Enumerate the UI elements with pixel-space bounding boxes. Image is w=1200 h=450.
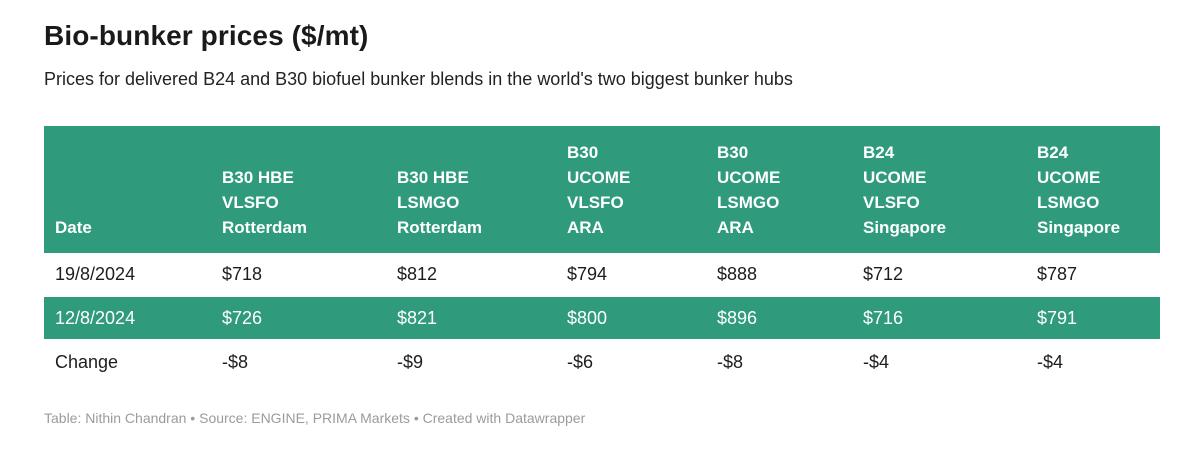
price-cell: $896 (706, 295, 852, 341)
table-row-change: Change -$8 -$9 -$6 -$8 -$4 -$4 (44, 340, 1160, 383)
change-cell: -$4 (1026, 340, 1160, 383)
table-row-19-8-2024: 19/8/2024 $718 $812 $794 $888 $712 $787 (44, 253, 1160, 296)
attribution-footnote: Table: Nithin Chandran • Source: ENGINE,… (44, 410, 586, 426)
row-label: 19/8/2024 (44, 253, 211, 296)
price-cell: $791 (1026, 295, 1160, 341)
price-cell: $812 (386, 253, 556, 296)
price-cell: $716 (852, 295, 1026, 341)
column-header-date: Date (44, 126, 211, 253)
change-cell: -$4 (852, 340, 1026, 383)
page-subtitle: Prices for delivered B24 and B30 biofuel… (44, 69, 793, 89)
price-cell: $794 (556, 253, 706, 296)
price-cell: $821 (386, 295, 556, 341)
column-header-b24-ucome-lsmgo-singapore: B24 UCOME LSMGO Singapore (1026, 126, 1160, 253)
column-header-b30-ucome-vlsfo-ara: B30 UCOME VLSFO ARA (556, 126, 706, 253)
row-label: Change (44, 340, 211, 383)
change-cell: -$8 (706, 340, 852, 383)
price-cell: $787 (1026, 253, 1160, 296)
column-header-b30-hbe-lsmgo-rotterdam: B30 HBE LSMGO Rotterdam (386, 126, 556, 253)
column-header-b30-hbe-vlsfo-rotterdam: B30 HBE VLSFO Rotterdam (211, 126, 386, 253)
change-cell: -$6 (556, 340, 706, 383)
change-cell: -$9 (386, 340, 556, 383)
price-cell: $800 (556, 295, 706, 341)
price-cell: $726 (211, 295, 386, 341)
page-title: Bio-bunker prices ($/mt) (44, 20, 369, 51)
change-cell: -$8 (211, 340, 386, 383)
column-header-b30-ucome-lsmgo-ara: B30 UCOME LSMGO ARA (706, 126, 852, 253)
table-header-row: Date B30 HBE VLSFO Rotterdam B30 HBE LSM… (44, 126, 1160, 253)
price-cell: $888 (706, 253, 852, 296)
row-label: 12/8/2024 (44, 295, 211, 341)
price-cell: $718 (211, 253, 386, 296)
column-header-b24-ucome-vlsfo-singapore: B24 UCOME VLSFO Singapore (852, 126, 1026, 253)
prices-table: Date B30 HBE VLSFO Rotterdam B30 HBE LSM… (44, 126, 1160, 383)
price-cell: $712 (852, 253, 1026, 296)
table-row-12-8-2024-highlighted: 12/8/2024 $726 $821 $800 $896 $716 $791 (44, 295, 1160, 341)
